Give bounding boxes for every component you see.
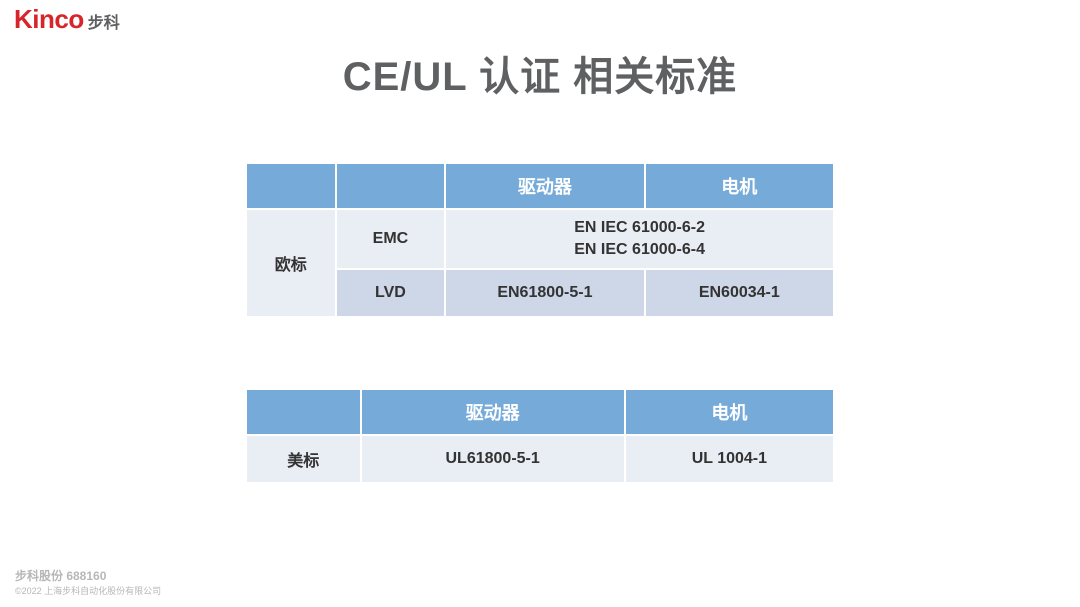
header-cell-driver: 驱动器	[445, 163, 644, 209]
cell-us-driver: UL61800-5-1	[361, 435, 625, 483]
cell-lvd-driver: EN61800-5-1	[445, 269, 644, 317]
logo-chinese-text: 步科	[88, 9, 120, 33]
header-cell-blank	[246, 163, 336, 209]
page-title: CE/UL 认证 相关标准	[0, 44, 1080, 102]
cell-lvd-motor: EN60034-1	[645, 269, 834, 317]
header-cell-blank	[336, 163, 446, 209]
table-row: 欧标 EMC EN IEC 61000-6-2 EN IEC 61000-6-4	[246, 209, 834, 269]
header-cell-motor: 电机	[645, 163, 834, 209]
table-header-row: 驱动器 电机	[246, 389, 834, 435]
table-header-row: 驱动器 电机	[246, 163, 834, 209]
cell-emc-label: EMC	[336, 209, 446, 269]
footer: 步科股份 688160 ©2022 上海步科自动化股份有限公司	[15, 567, 161, 597]
cell-us-motor: UL 1004-1	[625, 435, 834, 483]
header-cell-blank	[246, 389, 361, 435]
header-cell-motor: 电机	[625, 389, 834, 435]
standards-table-us: 驱动器 电机 美标 UL61800-5-1 UL 1004-1	[245, 388, 835, 484]
cell-lvd-label: LVD	[336, 269, 446, 317]
header-cell-driver: 驱动器	[361, 389, 625, 435]
table-row: 美标 UL61800-5-1 UL 1004-1	[246, 435, 834, 483]
logo: Kinco 步科	[14, 4, 120, 35]
region-label-eu: 欧标	[246, 209, 336, 317]
region-label-us: 美标	[246, 435, 361, 483]
standards-table-eu: 驱动器 电机 欧标 EMC EN IEC 61000-6-2 EN IEC 61…	[245, 162, 835, 318]
footer-company-code: 步科股份 688160	[15, 567, 161, 584]
slide-page: Kinco 步科 CE/UL 认证 相关标准 驱动器 电机 欧标 EMC EN …	[0, 0, 1080, 607]
logo-brand-text: Kinco	[14, 4, 84, 35]
tables-container: 驱动器 电机 欧标 EMC EN IEC 61000-6-2 EN IEC 61…	[0, 162, 1080, 484]
cell-emc-standards: EN IEC 61000-6-2 EN IEC 61000-6-4	[445, 209, 834, 269]
footer-copyright: ©2022 上海步科自动化股份有限公司	[15, 584, 161, 597]
